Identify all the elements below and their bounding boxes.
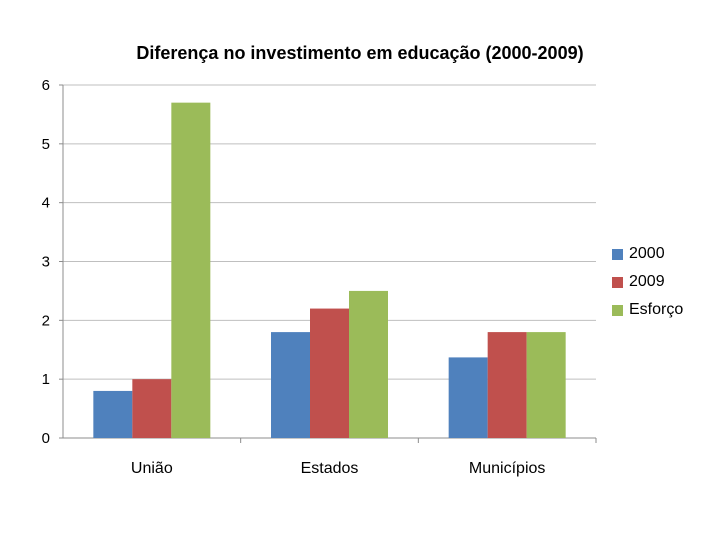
legend-label-2009: 2009 [629,273,665,290]
legend-item-2000: 2000 [612,240,683,268]
bar-2000-1 [93,390,133,438]
legend-swatch-2009 [612,276,623,288]
bar-2009-1 [132,379,172,438]
y-tick-label: 6 [42,77,50,94]
legend-label-2000: 2000 [629,245,665,262]
legend-item-esforco: Esforço [612,296,683,324]
x-category-label: Estados [301,460,359,477]
legend-item-2009: 2009 [612,268,683,296]
x-category-label: Municípios [469,460,545,477]
y-tick-label: 0 [42,430,50,447]
bar-esforo-2 [349,290,388,438]
bar-2000-2 [271,332,310,438]
bar-esforo-3 [526,332,566,438]
y-tick-label: 4 [42,195,50,212]
bar-2009-3 [487,332,527,438]
x-category-label: União [131,460,173,477]
bar-esforo-1 [171,102,211,439]
bar-2000-3 [448,357,488,438]
y-tick-label: 3 [42,254,50,271]
bar-2009-2 [310,308,349,438]
y-tick-label: 1 [42,371,50,388]
y-tick-label: 2 [42,312,50,329]
y-tick-label: 5 [42,136,50,153]
chart-title: Diferença no investimento em educação (2… [136,43,584,63]
legend-label-esforco: Esforço [629,301,684,318]
legend: 2000 2009 Esforço [612,240,683,324]
legend-swatch-2000 [612,248,623,260]
legend-swatch-esforco [612,304,623,316]
